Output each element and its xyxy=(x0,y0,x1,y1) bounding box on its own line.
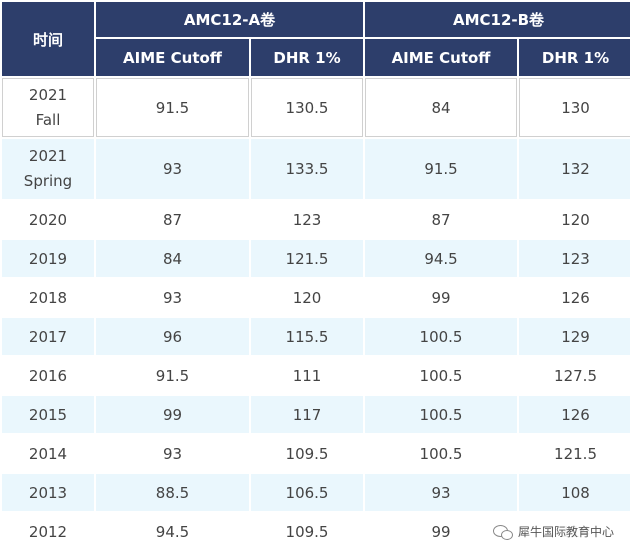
cell-b-dhr: 132 xyxy=(519,139,630,199)
table-row: 2021 Spring 93 133.5 91.5 132 xyxy=(2,139,630,199)
cell-a-dhr: 109.5 xyxy=(251,435,364,472)
table-row: 2020 87 123 87 120 xyxy=(2,201,630,238)
cell-a-cutoff: 99 xyxy=(96,396,249,433)
cell-a-dhr: 120 xyxy=(251,279,364,316)
cell-time: 2012 xyxy=(2,513,94,550)
cell-b-cutoff: 87 xyxy=(365,201,518,238)
header-b-cutoff: AIME Cutoff xyxy=(365,39,518,76)
header-a-cutoff: AIME Cutoff xyxy=(96,39,249,76)
cell-time-line1: 2021 xyxy=(28,147,68,165)
table-row: 2021 Fall 91.5 130.5 84 130 xyxy=(2,78,630,137)
cell-a-cutoff: 93 xyxy=(96,279,249,316)
cell-a-dhr: 133.5 xyxy=(251,139,364,199)
header-time: 时间 xyxy=(2,2,94,76)
watermark-text: 犀牛国际教育中心 xyxy=(517,525,614,539)
cell-a-cutoff: 88.5 xyxy=(96,474,249,511)
cell-a-dhr: 109.5 xyxy=(251,513,364,550)
cell-a-dhr: 123 xyxy=(251,201,364,238)
cell-b-dhr: 127.5 xyxy=(519,357,630,394)
cell-b-cutoff: 100.5 xyxy=(365,357,518,394)
table-row: 2015 99 117 100.5 126 xyxy=(2,396,630,433)
cell-a-cutoff: 91.5 xyxy=(96,78,249,137)
cell-time: 2016 xyxy=(2,357,94,394)
cell-a-cutoff: 93 xyxy=(96,139,249,199)
cell-time: 2019 xyxy=(2,240,94,277)
cell-a-cutoff: 91.5 xyxy=(96,357,249,394)
header-group-b: AMC12-B卷 xyxy=(365,2,630,37)
cell-time-line2: Fall xyxy=(35,110,61,129)
cell-b-cutoff: 100.5 xyxy=(365,435,518,472)
table-row: 2013 88.5 106.5 93 108 xyxy=(2,474,630,511)
watermark: 犀牛国际教育中心 xyxy=(488,521,618,542)
cell-a-cutoff: 96 xyxy=(96,318,249,355)
cell-b-cutoff: 99 xyxy=(365,279,518,316)
header-b-dhr: DHR 1% xyxy=(519,39,630,76)
cell-time: 2018 xyxy=(2,279,94,316)
cell-b-cutoff: 100.5 xyxy=(365,396,518,433)
cell-a-dhr: 111 xyxy=(251,357,364,394)
table-row: 2018 93 120 99 126 xyxy=(2,279,630,316)
cell-time: 2021 Fall xyxy=(2,78,94,137)
cell-a-dhr: 106.5 xyxy=(251,474,364,511)
cell-a-cutoff: 87 xyxy=(96,201,249,238)
cell-b-dhr: 129 xyxy=(519,318,630,355)
cell-time: 2015 xyxy=(2,396,94,433)
cell-a-cutoff: 84 xyxy=(96,240,249,277)
header-a-dhr: DHR 1% xyxy=(251,39,364,76)
cell-time: 2020 xyxy=(2,201,94,238)
cell-b-cutoff: 84 xyxy=(365,78,518,137)
cell-a-dhr: 115.5 xyxy=(251,318,364,355)
cell-b-cutoff: 93 xyxy=(365,474,518,511)
cell-a-dhr: 117 xyxy=(251,396,364,433)
cell-b-dhr: 130 xyxy=(519,78,630,137)
cell-b-dhr: 120 xyxy=(519,201,630,238)
cell-time-line2: Spring xyxy=(23,172,73,190)
table-row: 2014 93 109.5 100.5 121.5 xyxy=(2,435,630,472)
cell-b-cutoff: 100.5 xyxy=(365,318,518,355)
cell-b-dhr: 121.5 xyxy=(519,435,630,472)
cell-time-line1: 2021 xyxy=(28,85,68,104)
cell-b-dhr: 126 xyxy=(519,279,630,316)
wechat-icon xyxy=(492,524,513,540)
cell-time: 2013 xyxy=(2,474,94,511)
cell-a-cutoff: 93 xyxy=(96,435,249,472)
table-row: 2016 91.5 111 100.5 127.5 xyxy=(2,357,630,394)
cell-b-dhr: 123 xyxy=(519,240,630,277)
cell-time: 2021 Spring xyxy=(2,139,94,199)
cell-a-cutoff: 94.5 xyxy=(96,513,249,550)
table-row: 2019 84 121.5 94.5 123 xyxy=(2,240,630,277)
table-row: 2017 96 115.5 100.5 129 xyxy=(2,318,630,355)
cell-b-dhr: 126 xyxy=(519,396,630,433)
cell-a-dhr: 121.5 xyxy=(251,240,364,277)
cell-b-cutoff: 94.5 xyxy=(365,240,518,277)
cell-time: 2014 xyxy=(2,435,94,472)
cell-a-dhr: 130.5 xyxy=(251,78,364,137)
cell-b-dhr: 108 xyxy=(519,474,630,511)
cell-b-cutoff: 91.5 xyxy=(365,139,518,199)
header-group-a: AMC12-A卷 xyxy=(96,2,364,37)
cell-time: 2017 xyxy=(2,318,94,355)
